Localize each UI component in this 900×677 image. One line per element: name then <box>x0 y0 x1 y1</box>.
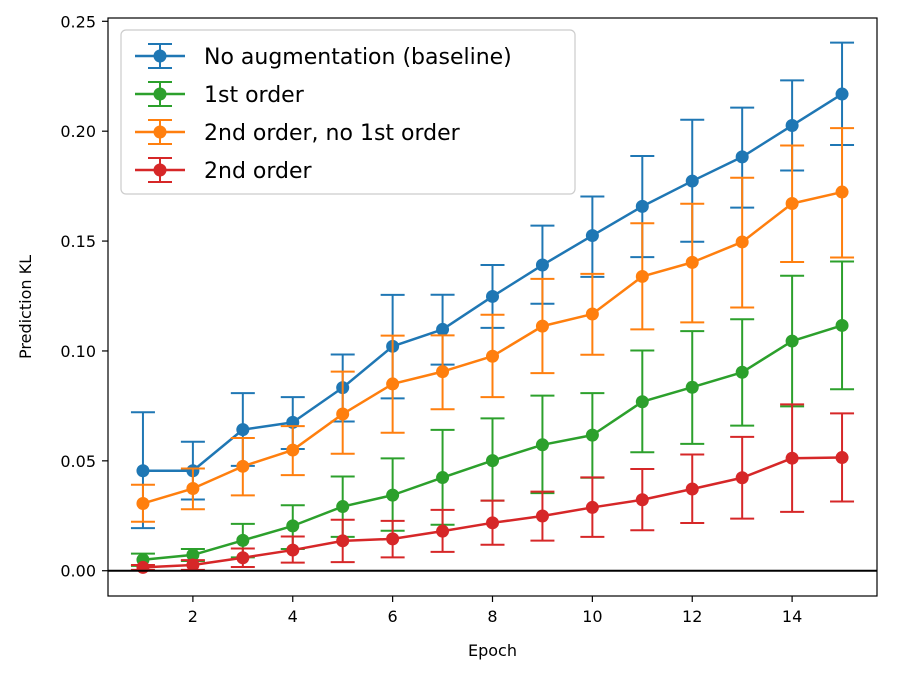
data-point <box>486 289 499 303</box>
data-point <box>685 174 699 188</box>
data-point <box>535 319 549 333</box>
y-tick-label: 0.00 <box>60 562 96 581</box>
plot-series-layer <box>130 41 855 574</box>
x-axis-label: Epoch <box>468 641 517 660</box>
data-point <box>635 395 649 409</box>
data-point <box>236 551 250 565</box>
data-point <box>535 258 549 272</box>
data-point <box>635 269 649 283</box>
data-point <box>635 493 649 507</box>
data-point <box>785 196 799 210</box>
data-point <box>685 482 699 496</box>
data-point <box>535 438 549 452</box>
y-axis: 0.00 0.05 0.10 0.15 0.20 0.25 <box>60 12 108 581</box>
y-tick-label: 0.05 <box>60 452 96 471</box>
y-axis-label: Prediction KL <box>16 255 35 359</box>
x-tick-label: 12 <box>682 607 702 626</box>
legend-label: No augmentation (baseline) <box>204 45 512 70</box>
data-point <box>136 464 150 478</box>
data-point <box>835 87 849 101</box>
data-point <box>386 532 400 546</box>
data-point <box>336 534 350 548</box>
data-point <box>186 482 200 496</box>
data-point <box>735 150 749 164</box>
data-point <box>286 543 300 557</box>
y-tick-label: 0.15 <box>60 232 96 251</box>
data-point <box>785 118 799 132</box>
legend-marker <box>153 87 167 101</box>
data-point <box>336 500 350 514</box>
data-point <box>136 496 150 510</box>
data-point <box>486 349 499 363</box>
data-point <box>436 471 450 485</box>
data-point <box>785 334 799 348</box>
data-point <box>785 451 799 465</box>
x-tick-label: 4 <box>288 607 298 626</box>
data-point <box>735 365 749 379</box>
data-point <box>685 255 699 269</box>
data-point <box>735 235 749 249</box>
x-tick-label: 10 <box>582 607 602 626</box>
data-point <box>685 380 699 394</box>
data-point <box>186 558 200 572</box>
y-tick-label: 0.20 <box>60 122 96 141</box>
data-point <box>585 229 599 243</box>
legend-marker <box>153 125 167 139</box>
data-point <box>835 318 849 332</box>
data-point <box>585 428 599 442</box>
data-point <box>386 377 400 391</box>
data-point <box>486 516 499 530</box>
legend-label: 1st order <box>204 83 305 108</box>
data-point <box>186 548 200 562</box>
legend-label: 2nd order, no 1st order <box>204 121 461 146</box>
x-axis: 2 4 6 8 10 12 14 <box>188 596 802 626</box>
data-point <box>535 509 549 523</box>
data-point <box>585 500 599 514</box>
legend: No augmentation (baseline) 1st order 2nd o… <box>120 29 576 195</box>
x-tick-label: 2 <box>188 607 198 626</box>
data-point <box>585 307 599 321</box>
series-group <box>130 41 855 530</box>
data-point <box>236 459 250 473</box>
y-tick-label: 0.10 <box>60 342 96 361</box>
series-group <box>130 127 855 523</box>
data-point <box>286 443 300 457</box>
series-group <box>130 260 855 567</box>
data-point <box>436 524 450 538</box>
x-tick-label: 6 <box>388 607 398 626</box>
data-point <box>386 488 400 502</box>
data-point <box>835 451 849 465</box>
data-point <box>735 471 749 485</box>
legend-label: 2nd order <box>204 159 313 184</box>
data-point <box>835 185 849 199</box>
data-point <box>635 199 649 213</box>
data-point <box>436 322 450 336</box>
data-point <box>236 423 250 437</box>
legend-box <box>120 29 576 195</box>
data-point <box>336 407 350 421</box>
data-point <box>436 365 450 379</box>
data-point <box>286 519 300 533</box>
data-point <box>136 560 150 574</box>
data-point <box>236 533 250 547</box>
y-tick-label: 0.25 <box>60 12 96 31</box>
data-point <box>486 454 499 468</box>
x-tick-label: 14 <box>782 607 802 626</box>
series-group <box>130 403 855 574</box>
x-tick-label: 8 <box>487 607 497 626</box>
legend-marker <box>153 163 167 177</box>
legend-marker <box>153 49 167 63</box>
